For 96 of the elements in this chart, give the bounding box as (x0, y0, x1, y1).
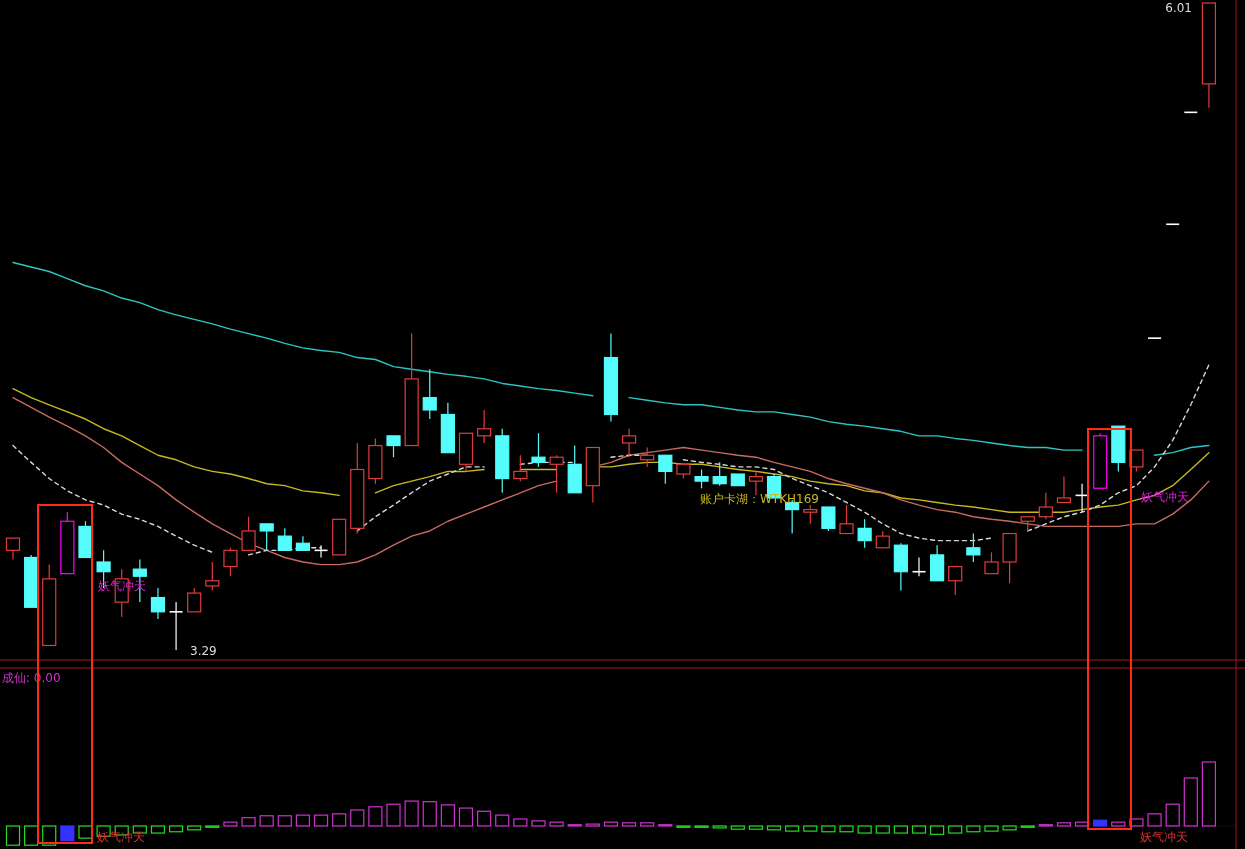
bar (603, 821, 619, 827)
bar (785, 825, 800, 832)
bar (839, 825, 854, 833)
bar (313, 814, 329, 827)
bar (404, 800, 419, 827)
bar (386, 803, 401, 827)
bar (893, 825, 908, 834)
candlestick (477, 409, 492, 444)
bar (585, 823, 600, 827)
bar (1002, 825, 1017, 831)
bar (948, 825, 963, 834)
candlestick (839, 504, 854, 535)
bar (730, 825, 745, 830)
candlestick (168, 601, 184, 651)
candlestick (223, 547, 238, 577)
candlestick (241, 516, 256, 551)
bar (930, 825, 945, 835)
bar (1183, 777, 1198, 827)
bar (531, 820, 546, 827)
bar (1074, 821, 1090, 827)
bar (1056, 822, 1072, 827)
bar (205, 825, 220, 828)
bar (223, 821, 238, 827)
bar (5, 825, 21, 846)
bar (1147, 813, 1162, 827)
candlestick (1038, 492, 1053, 520)
candlestick (259, 523, 274, 551)
bar (458, 807, 474, 827)
bar (350, 809, 365, 827)
candlestick (658, 454, 673, 485)
bar (676, 825, 691, 828)
bar (567, 824, 582, 827)
annotation: 3.29 (190, 644, 217, 658)
bar (168, 825, 184, 833)
bar (150, 825, 166, 834)
annotation: 账户卡湖：WTKH169 (700, 492, 819, 506)
candlestick (857, 518, 872, 549)
bar (1111, 821, 1126, 827)
candlestick (694, 468, 709, 489)
bar (277, 815, 292, 827)
candlestick (150, 587, 166, 620)
bar (766, 825, 782, 831)
candlestick (422, 368, 437, 420)
bar (1129, 818, 1144, 827)
bar (495, 814, 510, 827)
candlestick (748, 470, 764, 496)
candlestick (386, 435, 401, 458)
bar (911, 825, 927, 834)
annotation: 妖气冲天 (1140, 830, 1188, 844)
candlestick (803, 504, 818, 525)
candlestick (513, 454, 528, 482)
candlestick (277, 527, 292, 551)
candlestick (187, 587, 202, 613)
bar (1093, 819, 1108, 827)
bar (621, 822, 637, 827)
bar (1165, 803, 1180, 827)
candlestick (5, 537, 21, 561)
bar (640, 822, 655, 827)
bar (803, 825, 818, 832)
candlestick (549, 454, 564, 494)
bar (1201, 761, 1217, 827)
bar (187, 825, 202, 831)
bar (549, 821, 564, 827)
candlestick (1056, 476, 1072, 504)
candlestick (531, 432, 546, 468)
bar (875, 825, 890, 834)
candlestick (948, 565, 963, 596)
candlestick (911, 556, 927, 577)
bar (712, 825, 727, 829)
bar (259, 815, 274, 827)
candlestick (966, 532, 981, 563)
candlestick (821, 506, 836, 532)
bar (513, 818, 528, 827)
bar (295, 814, 311, 827)
bar (658, 824, 673, 827)
candlestick (205, 561, 220, 592)
bar (1038, 824, 1053, 827)
bar (368, 806, 383, 827)
candlestick (712, 461, 727, 487)
bar (1020, 825, 1035, 828)
bar (332, 813, 347, 827)
annotation: 6.01 (1165, 1, 1192, 15)
bar (42, 825, 57, 846)
bar (422, 801, 437, 827)
bar (241, 817, 256, 827)
bar (440, 804, 455, 827)
bar (821, 825, 836, 833)
bar (694, 825, 709, 828)
bar (857, 825, 872, 834)
bar (984, 825, 999, 832)
bar (477, 810, 492, 827)
bar (748, 825, 764, 830)
bar (966, 825, 981, 833)
candlestick (621, 428, 637, 458)
candlestick (984, 551, 999, 575)
bar (60, 825, 75, 842)
